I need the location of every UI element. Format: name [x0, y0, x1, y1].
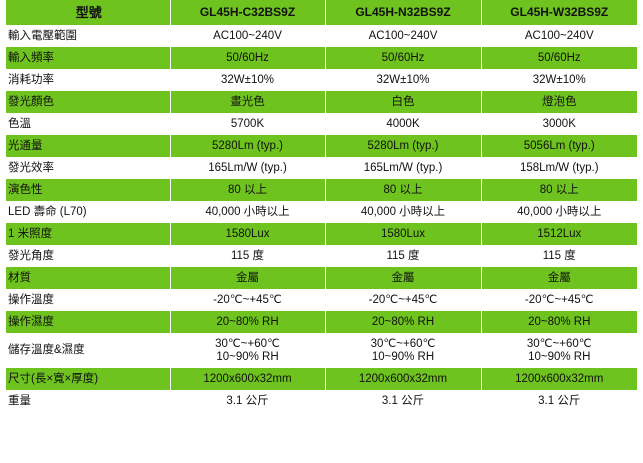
spec-value: 165Lm/W (typ.): [325, 157, 481, 179]
spec-value: 3.1 公斤: [170, 390, 325, 412]
spec-label: 1 米照度: [6, 223, 170, 245]
header-label: 型號: [6, 0, 170, 25]
spec-row-led-lifetime: LED 壽命 (L70) 40,000 小時以上 40,000 小時以上 40,…: [6, 201, 637, 223]
spec-value: 5280Lm (typ.): [325, 135, 481, 157]
spec-row-operating-temperature: 操作溫度 -20℃~+45℃ -20℃~+45℃ -20℃~+45℃: [6, 289, 637, 311]
storage-temperature: 30℃~+60℃: [215, 337, 280, 350]
storage-humidity: 10~90% RH: [216, 350, 279, 363]
spec-value: AC100~240V: [170, 25, 325, 47]
spec-value: 白色: [325, 91, 481, 113]
spec-value: 金屬: [481, 267, 637, 289]
spec-row-operating-humidity: 操作濕度 20~80% RH 20~80% RH 20~80% RH: [6, 311, 637, 333]
spec-row-light-color: 發光顏色 晝光色 白色 燈泡色: [6, 91, 637, 113]
storage-humidity: 10~90% RH: [371, 350, 435, 363]
spec-row-input-voltage: 輸入電壓範圍 AC100~240V AC100~240V AC100~240V: [6, 25, 637, 47]
spec-label: 操作溫度: [6, 289, 170, 311]
spec-value: 32W±10%: [481, 69, 637, 91]
storage-temperature: 30℃~+60℃: [526, 337, 592, 350]
spec-label: 發光角度: [6, 245, 170, 267]
spec-value: 115 度: [170, 245, 325, 267]
spec-label: 色溫: [6, 113, 170, 135]
spec-row-efficacy: 發光效率 165Lm/W (typ.) 165Lm/W (typ.) 158Lm…: [6, 157, 637, 179]
spec-value: 燈泡色: [481, 91, 637, 113]
spec-row-illuminance: 1 米照度 1580Lux 1580Lux 1512Lux: [6, 223, 637, 245]
spec-value: AC100~240V: [481, 25, 637, 47]
spec-value: 3.1 公斤: [481, 390, 637, 412]
spec-label: 發光效率: [6, 157, 170, 179]
spec-label: 尺寸(長×寬×厚度): [6, 368, 170, 390]
spec-value: 115 度: [481, 245, 637, 267]
spec-value: 1580Lux: [325, 223, 481, 245]
spec-value: -20℃~+45℃: [170, 289, 325, 311]
spec-value: 5700K: [170, 113, 325, 135]
spec-row-weight: 重量 3.1 公斤 3.1 公斤 3.1 公斤: [6, 390, 637, 412]
spec-value: -20℃~+45℃: [481, 289, 637, 311]
spec-value: 50/60Hz: [481, 47, 637, 69]
spec-value: 20~80% RH: [481, 311, 637, 333]
spec-value: 50/60Hz: [170, 47, 325, 69]
spec-value: 1512Lux: [481, 223, 637, 245]
spec-value: 32W±10%: [325, 69, 481, 91]
spec-value: 80 以上: [325, 179, 481, 201]
spec-label: 消耗功率: [6, 69, 170, 91]
spec-label: 重量: [6, 390, 170, 412]
spec-value: 32W±10%: [170, 69, 325, 91]
spec-table-container: 型號 GL45H-C32BS9Z GL45H-N32BS9Z GL45H-W32…: [6, 0, 637, 412]
spec-value: AC100~240V: [325, 25, 481, 47]
spec-value: 115 度: [325, 245, 481, 267]
spec-value: 20~80% RH: [325, 311, 481, 333]
spec-label: 材質: [6, 267, 170, 289]
model-name: GL45H-N32BS9Z: [325, 0, 481, 25]
spec-value: 1200x600x32mm: [325, 368, 481, 390]
spec-value: 5056Lm (typ.): [481, 135, 637, 157]
spec-value: 30℃~+60℃ 10~90% RH: [325, 333, 481, 368]
spec-label: 輸入電壓範圍: [6, 25, 170, 47]
spec-value: 80 以上: [170, 179, 325, 201]
spec-row-cri: 演色性 80 以上 80 以上 80 以上: [6, 179, 637, 201]
spec-row-luminous-flux: 光通量 5280Lm (typ.) 5280Lm (typ.) 5056Lm (…: [6, 135, 637, 157]
spec-value: 1200x600x32mm: [170, 368, 325, 390]
spec-value: 3.1 公斤: [325, 390, 481, 412]
spec-row-color-temperature: 色溫 5700K 4000K 3000K: [6, 113, 637, 135]
spec-value: 158Lm/W (typ.): [481, 157, 637, 179]
spec-value: 80 以上: [481, 179, 637, 201]
spec-label: LED 壽命 (L70): [6, 201, 170, 223]
spec-label: 演色性: [6, 179, 170, 201]
spec-value: 30℃~+60℃ 10~90% RH: [170, 333, 325, 368]
spec-value: 1580Lux: [170, 223, 325, 245]
spec-value: 30℃~+60℃ 10~90% RH: [481, 333, 637, 368]
spec-value: 40,000 小時以上: [170, 201, 325, 223]
spec-row-material: 材質 金屬 金屬 金屬: [6, 267, 637, 289]
spec-value: 20~80% RH: [170, 311, 325, 333]
spec-row-power: 消耗功率 32W±10% 32W±10% 32W±10%: [6, 69, 637, 91]
storage-temperature: 30℃~+60℃: [370, 337, 436, 350]
spec-value: 3000K: [481, 113, 637, 135]
spec-row-beam-angle: 發光角度 115 度 115 度 115 度: [6, 245, 637, 267]
storage-humidity: 10~90% RH: [528, 350, 591, 363]
spec-value: 165Lm/W (typ.): [170, 157, 325, 179]
spec-label: 儲存溫度&濕度: [6, 333, 170, 368]
spec-value: 5280Lm (typ.): [170, 135, 325, 157]
model-name: GL45H-W32BS9Z: [481, 0, 637, 25]
spec-value: 40,000 小時以上: [481, 201, 637, 223]
header-row: 型號 GL45H-C32BS9Z GL45H-N32BS9Z GL45H-W32…: [6, 0, 637, 25]
spec-value: 40,000 小時以上: [325, 201, 481, 223]
spec-table: 型號 GL45H-C32BS9Z GL45H-N32BS9Z GL45H-W32…: [6, 0, 637, 412]
model-name: GL45H-C32BS9Z: [170, 0, 325, 25]
spec-value: 晝光色: [170, 91, 325, 113]
spec-value: 1200x600x32mm: [481, 368, 637, 390]
spec-value: 50/60Hz: [325, 47, 481, 69]
spec-label: 輸入頻率: [6, 47, 170, 69]
spec-label: 操作濕度: [6, 311, 170, 333]
spec-value: -20℃~+45℃: [325, 289, 481, 311]
spec-label: 光通量: [6, 135, 170, 157]
spec-row-dimensions: 尺寸(長×寬×厚度) 1200x600x32mm 1200x600x32mm 1…: [6, 368, 637, 390]
spec-row-storage-conditions: 儲存溫度&濕度 30℃~+60℃ 10~90% RH 30℃~+60℃ 10~9…: [6, 333, 637, 368]
spec-row-input-frequency: 輸入頻率 50/60Hz 50/60Hz 50/60Hz: [6, 47, 637, 69]
spec-label: 發光顏色: [6, 91, 170, 113]
spec-value: 4000K: [325, 113, 481, 135]
spec-value: 金屬: [170, 267, 325, 289]
spec-value: 金屬: [325, 267, 481, 289]
